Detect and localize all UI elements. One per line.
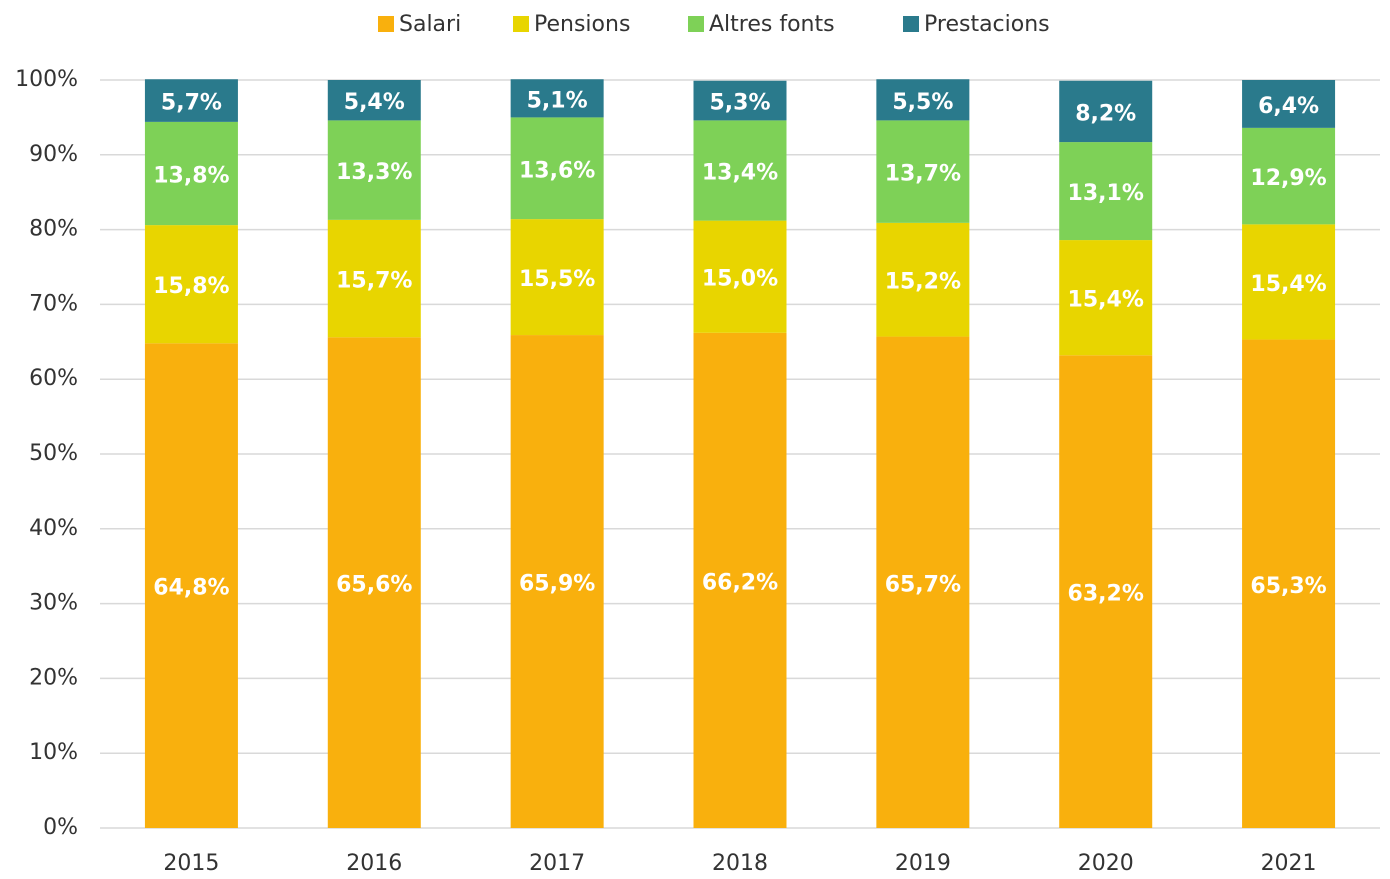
data-label: 6,4% bbox=[1258, 94, 1319, 119]
bar-segment bbox=[693, 120, 787, 221]
data-label: 5,5% bbox=[892, 90, 953, 115]
bar-segment bbox=[510, 117, 604, 220]
legend-swatch bbox=[903, 16, 919, 32]
bar-segment bbox=[1242, 339, 1336, 828]
bar-segment bbox=[1242, 224, 1336, 340]
bar-segment bbox=[327, 337, 421, 828]
bar-segment bbox=[144, 225, 238, 344]
data-label: 13,7% bbox=[885, 162, 961, 187]
x-tick-label: 2015 bbox=[163, 851, 219, 876]
data-label: 64,8% bbox=[153, 576, 229, 601]
bar-segment bbox=[510, 335, 604, 828]
data-label: 8,2% bbox=[1075, 101, 1136, 126]
bar-segment bbox=[1242, 127, 1336, 225]
y-tick-label: 10% bbox=[29, 740, 78, 765]
x-tick-label: 2017 bbox=[529, 851, 585, 876]
data-label: 12,9% bbox=[1250, 166, 1326, 191]
y-tick-label: 100% bbox=[15, 67, 78, 92]
y-tick-label: 80% bbox=[29, 217, 78, 242]
y-tick-label: 90% bbox=[29, 142, 78, 167]
data-label: 13,8% bbox=[153, 164, 229, 189]
x-tick-label: 2018 bbox=[712, 851, 768, 876]
data-label: 5,1% bbox=[527, 88, 588, 113]
bar-segment bbox=[1059, 142, 1153, 241]
bar-segment bbox=[510, 219, 604, 336]
bar-segment bbox=[693, 220, 787, 333]
bar-segment bbox=[144, 79, 238, 122]
x-tick-label: 2019 bbox=[895, 851, 951, 876]
data-label: 66,2% bbox=[702, 570, 778, 595]
data-label: 15,2% bbox=[885, 270, 961, 295]
x-tick-label: 2021 bbox=[1261, 851, 1317, 876]
legend-label: Altres fonts bbox=[709, 12, 835, 37]
legend-swatch bbox=[513, 16, 529, 32]
data-label: 15,4% bbox=[1250, 272, 1326, 297]
y-tick-label: 70% bbox=[29, 291, 78, 316]
legend-swatch bbox=[688, 16, 704, 32]
legend-swatch bbox=[378, 16, 394, 32]
y-tick-label: 0% bbox=[43, 815, 78, 840]
data-label: 65,6% bbox=[336, 573, 412, 598]
data-label: 13,4% bbox=[702, 161, 778, 186]
bar-segment bbox=[144, 121, 238, 226]
data-label: 15,5% bbox=[519, 267, 595, 292]
bar-segment bbox=[876, 79, 970, 121]
data-label: 15,0% bbox=[702, 267, 778, 292]
bar-segment bbox=[876, 120, 970, 223]
x-tick-label: 2016 bbox=[346, 851, 402, 876]
data-label: 65,9% bbox=[519, 572, 595, 597]
y-tick-label: 60% bbox=[29, 366, 78, 391]
data-label: 15,7% bbox=[336, 269, 412, 294]
bar-segment bbox=[693, 332, 787, 828]
bar-segment bbox=[1059, 80, 1153, 143]
legend-label: Salari bbox=[399, 12, 461, 37]
bar-segment bbox=[327, 219, 421, 338]
data-label: 13,3% bbox=[336, 160, 412, 185]
legend-label: Prestacions bbox=[924, 12, 1050, 37]
y-tick-label: 40% bbox=[29, 516, 78, 541]
bar-segment bbox=[1242, 80, 1336, 128]
y-tick-label: 20% bbox=[29, 665, 78, 690]
x-tick-label: 2020 bbox=[1078, 851, 1134, 876]
bar-segment bbox=[1059, 355, 1153, 828]
data-label: 65,7% bbox=[885, 572, 961, 597]
data-label: 5,7% bbox=[161, 91, 222, 116]
data-label: 5,4% bbox=[344, 90, 405, 115]
bar-segment bbox=[327, 80, 421, 121]
bar-segment bbox=[510, 79, 604, 118]
bar-segment bbox=[876, 336, 970, 828]
bar-segment bbox=[876, 222, 970, 337]
bar-segment bbox=[327, 120, 421, 220]
data-label: 65,3% bbox=[1250, 574, 1326, 599]
bar-segment bbox=[693, 80, 787, 121]
data-label: 15,4% bbox=[1068, 288, 1144, 313]
y-tick-label: 30% bbox=[29, 591, 78, 616]
data-label: 13,1% bbox=[1068, 181, 1144, 206]
legend-label: Pensions bbox=[534, 12, 630, 37]
data-label: 13,6% bbox=[519, 158, 595, 183]
data-label: 5,3% bbox=[709, 91, 770, 116]
data-label: 63,2% bbox=[1068, 582, 1144, 607]
bar-segment bbox=[1059, 240, 1153, 356]
bar-segment bbox=[144, 343, 238, 828]
data-label: 15,8% bbox=[153, 274, 229, 299]
y-tick-label: 50% bbox=[29, 441, 78, 466]
